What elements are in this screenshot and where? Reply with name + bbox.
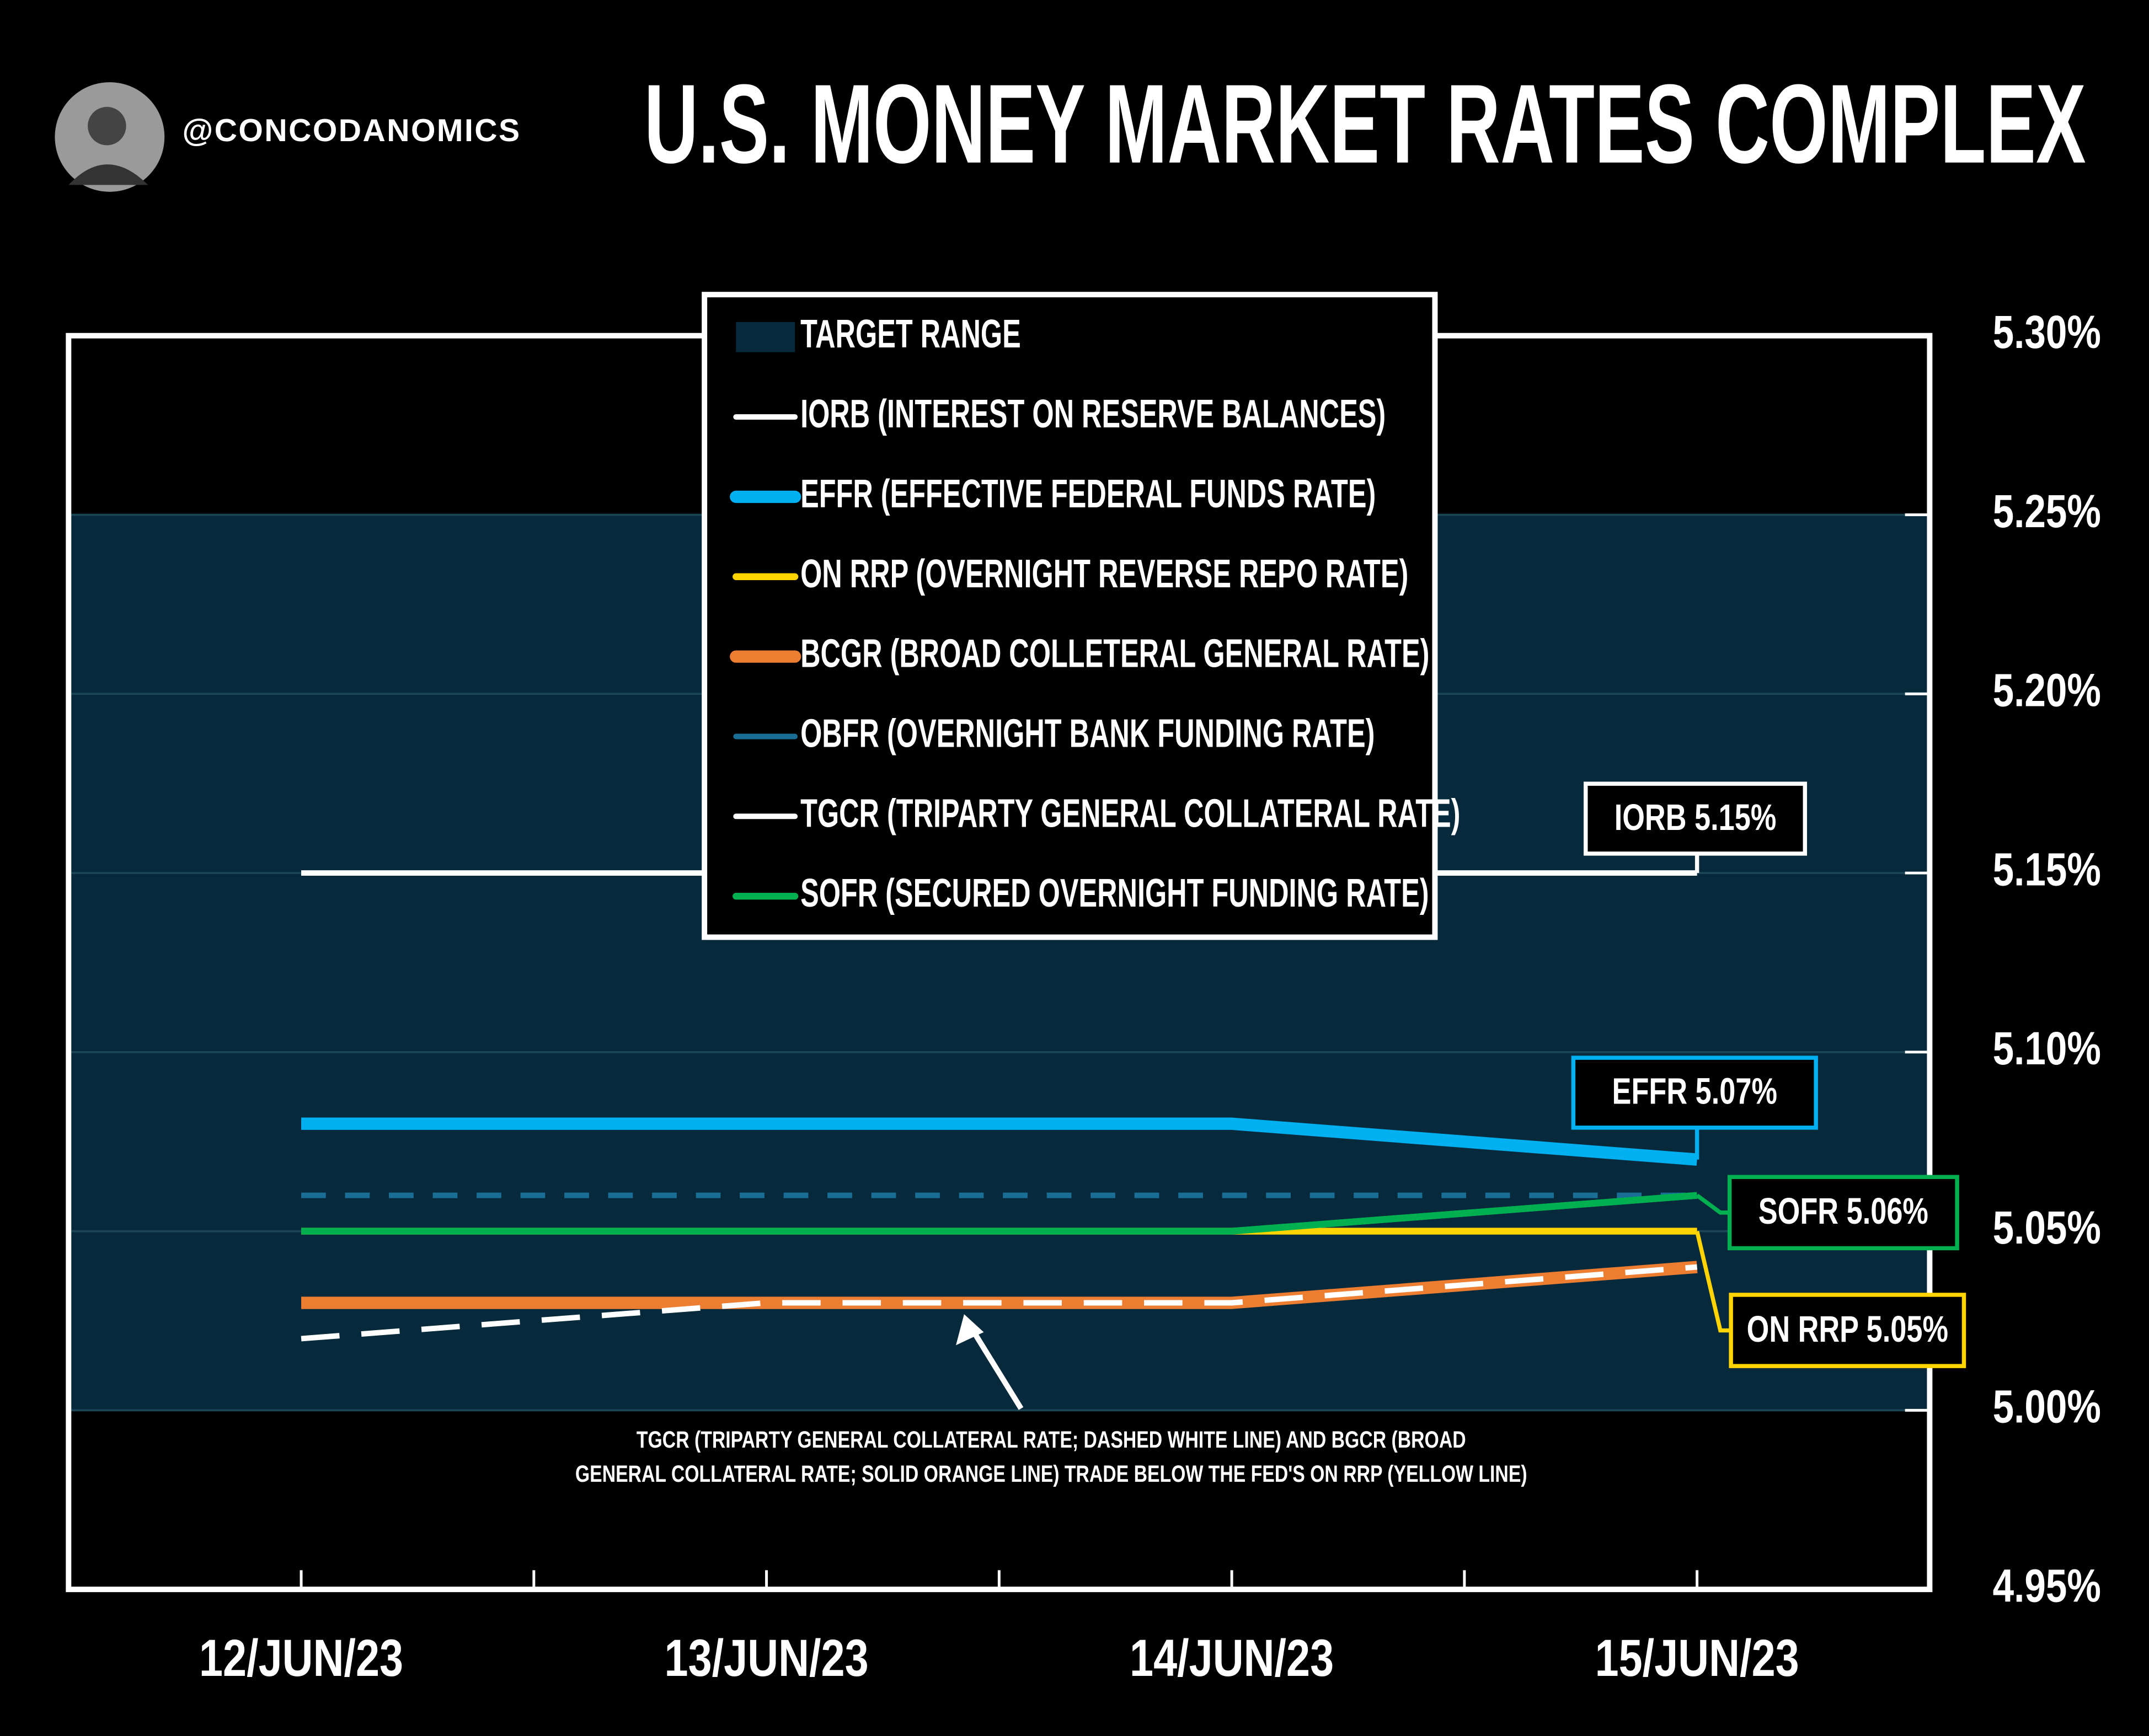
callout-leader <box>1696 1193 1730 1215</box>
series-line <box>301 1117 1698 1166</box>
y-tick-label: 5.30% <box>1993 307 2101 358</box>
callout-box <box>1727 1175 1959 1251</box>
callout-leader <box>1695 1230 1731 1333</box>
callout-box <box>1729 1293 1966 1368</box>
legend-box <box>702 292 1438 940</box>
legend-label: ON RRP (OVERNIGHT REVERSE REPO RATE) <box>800 552 1408 596</box>
data-label: EFFR 5.07% <box>1612 1070 1777 1112</box>
data-label: IORB 5.15% <box>1615 797 1777 838</box>
legend-label: SOFR (SECURED OVERNIGHT FUNDING RATE) <box>800 871 1429 915</box>
annotation-arrowhead <box>956 1314 984 1346</box>
legend-label: BCGR (BROAD COLLETERAL GENERAL RATE) <box>800 632 1429 676</box>
annotation-text: GENERAL COLLATERAL RATE; SOLID ORANGE LI… <box>575 1461 1527 1487</box>
data-label: ON RRP 5.05% <box>1747 1309 1948 1350</box>
y-tick-label: 5.00% <box>1993 1381 2101 1433</box>
legend-label: EFFR (EFFECTIVE FEDERAL FUNDS RATE) <box>800 472 1376 516</box>
handle: @CONCODANOMICS <box>183 113 521 148</box>
x-tick-label: 13/JUN/23 <box>665 1630 869 1687</box>
avatar-head <box>88 106 126 146</box>
callout-box <box>1571 1055 1818 1130</box>
annotation-arrow <box>967 1325 1024 1410</box>
legend: TARGET RANGE IORB (INTEREST ON RESERVE BA… <box>702 292 1460 940</box>
y-tick-label: 5.05% <box>1993 1202 2101 1253</box>
chart-title: U.S. MONEY MARKET RATES COMPLEX <box>644 62 2086 187</box>
legend-label: OBFR (OVERNIGHT BANK FUNDING RATE) <box>800 712 1375 756</box>
annotation-text: TGCR (TRIPARTY GENERAL COLLATERAL RATE; … <box>637 1427 1466 1453</box>
callout-box <box>1584 781 1808 856</box>
y-tick-label: 4.95% <box>1993 1560 2101 1612</box>
y-tick-label: 5.10% <box>1993 1023 2101 1075</box>
y-tick-label: 5.25% <box>1993 485 2101 537</box>
x-tick-label: 14/JUN/23 <box>1130 1630 1334 1687</box>
series-line <box>301 1264 1698 1342</box>
legend-label: TARGET RANGE <box>800 313 1021 357</box>
legend-label: TGCR (TRIPARTY GENERAL COLLATERAL RATE) <box>800 792 1460 836</box>
legend-swatch <box>736 322 795 352</box>
y-tick-label: 5.20% <box>1993 665 2101 716</box>
y-tick-label: 5.15% <box>1993 844 2101 896</box>
series-line <box>301 1192 1698 1235</box>
avatar-body <box>68 164 148 185</box>
data-label: SOFR 5.06% <box>1758 1191 1928 1232</box>
x-tick-label: 12/JUN/23 <box>199 1630 403 1687</box>
x-tick-label: 15/JUN/23 <box>1595 1630 1799 1687</box>
legend-label: IORB (INTEREST ON RESERVE BALANCES) <box>800 392 1386 436</box>
